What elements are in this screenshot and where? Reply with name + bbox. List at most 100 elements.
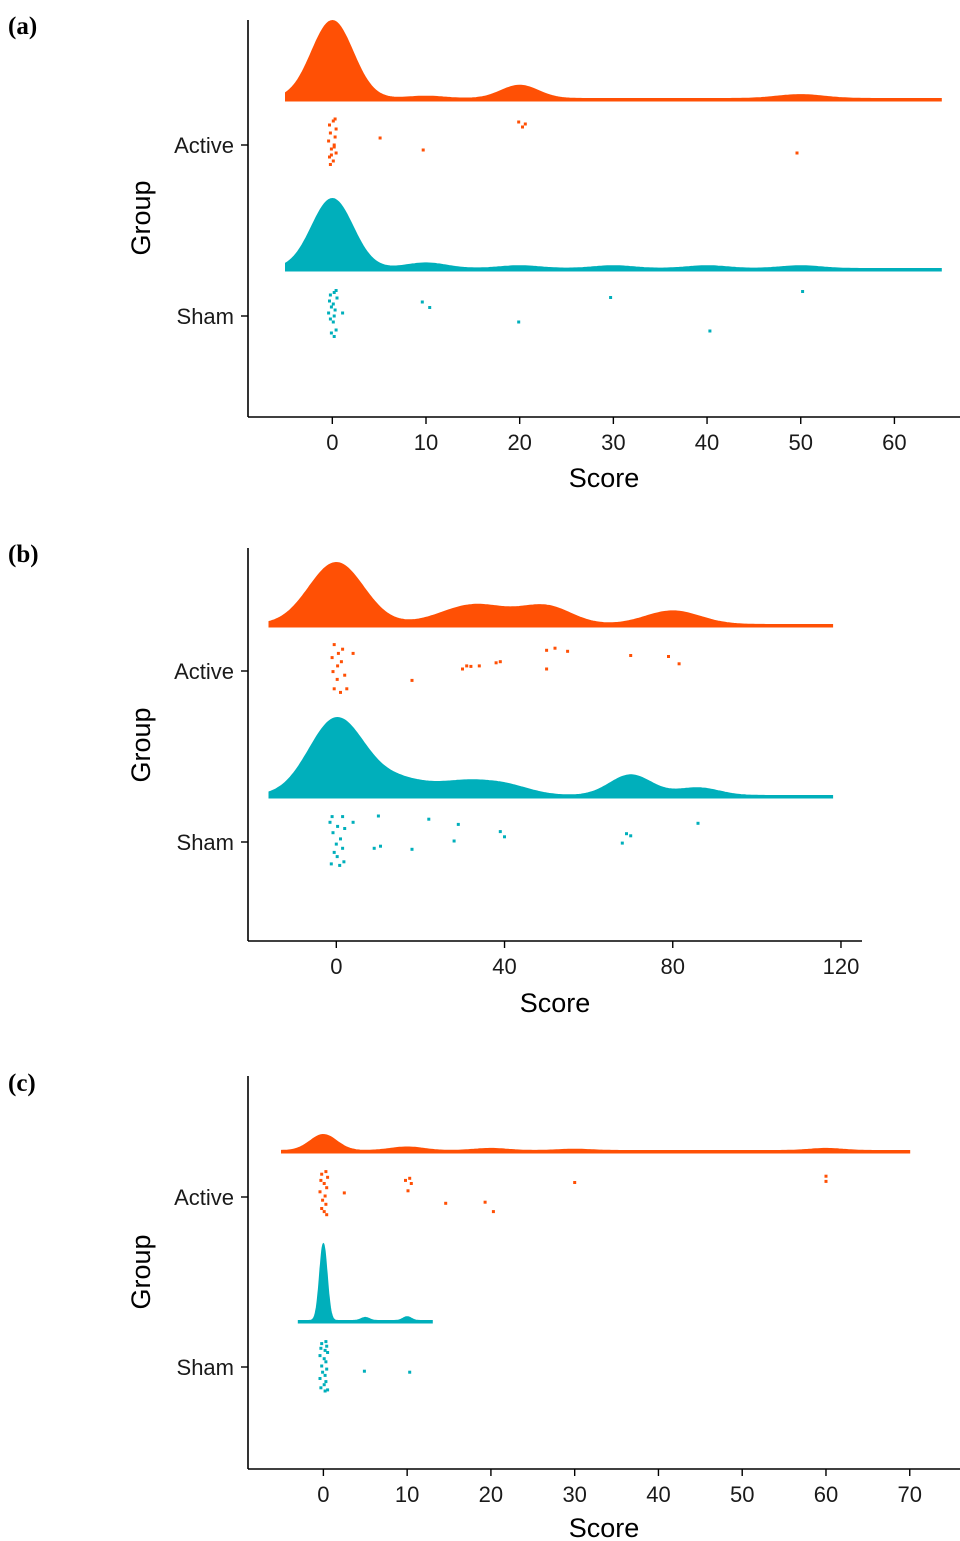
data-point-sham [323,1348,327,1352]
data-point-active [824,1174,828,1178]
data-point-active [521,125,524,129]
data-point-sham [339,837,342,841]
data-point-active [351,651,355,655]
x-tick-label: 0 [317,1482,329,1507]
data-point-active [545,648,549,652]
x-tick-label: 20 [479,1482,503,1507]
data-point-active [320,1207,324,1210]
density-sham [285,197,942,272]
data-point-sham [341,815,345,819]
data-point-active [331,119,335,123]
data-point-active [320,1172,324,1176]
data-point-active [545,667,549,671]
data-point-sham [332,335,336,338]
data-point-active [318,1190,322,1194]
data-point-sham [410,847,414,851]
data-point-sham [338,863,342,867]
x-tick-label: 0 [326,430,338,455]
data-point-sham [696,821,700,825]
data-point-active [334,151,338,155]
data-point-active [573,1181,577,1184]
data-point-sham [332,291,336,294]
data-point-sham [335,296,339,300]
x-tick-label: 10 [395,1482,419,1507]
data-point-active [339,660,343,664]
panel-label: (c) [8,1070,36,1097]
data-point-active [328,163,332,166]
data-point-active [322,1210,326,1214]
data-point-active [328,155,331,159]
x-tick-label: 50 [730,1482,754,1507]
x-tick-label: 40 [646,1482,670,1507]
data-point-active [667,655,670,658]
data-point-active [325,1213,329,1217]
data-point-sham [331,831,335,835]
data-point-active [324,1202,328,1206]
data-point-sham [318,1377,322,1380]
data-point-active [331,670,335,674]
data-point-sham [372,846,376,850]
data-point-active [477,664,481,668]
data-point-active [328,123,331,127]
data-point-active [341,647,345,651]
data-point-active [345,687,349,691]
data-point-active [566,649,570,653]
data-point-sham [456,822,460,826]
data-point-sham [408,1370,412,1374]
data-point-sham [332,850,336,854]
data-point-sham [329,305,333,309]
chart-panel-0: (a) 0 10 20 30 40 50 60 Score Group Active Sham [8,13,960,493]
x-tick-label: 120 [823,954,860,979]
data-point-active [329,153,333,157]
y-axis-title: Group [126,1234,156,1309]
data-point-sham [328,293,332,297]
data-point-active [469,664,473,668]
data-point-sham [326,1351,330,1354]
data-point-active [331,159,335,163]
data-point-sham [336,824,340,828]
data-point-sham [351,820,355,824]
data-point-active [325,1186,329,1190]
data-point-active [336,664,340,668]
data-point-sham [379,844,382,848]
data-point-sham [333,308,337,312]
density-active [285,19,942,102]
x-tick-label: 60 [814,1482,838,1507]
data-point-active [677,662,681,666]
data-point-sham [322,1357,326,1361]
data-point-active [327,139,331,143]
data-point-sham [328,820,332,824]
data-point-sham [376,814,380,818]
x-tick-label: 30 [562,1482,586,1507]
data-point-sham [801,290,805,293]
data-point-sham [427,817,431,821]
x-tick-label: 40 [492,954,516,979]
data-point-active [824,1179,828,1183]
data-point-active [343,673,347,677]
data-point-active [553,646,557,650]
data-point-active [421,148,425,152]
data-point-active [408,1176,412,1180]
data-point-sham [332,314,336,318]
data-point-sham [326,1388,330,1392]
data-point-active [378,136,382,140]
data-point-active [404,1178,407,1182]
data-point-sham [341,311,345,315]
data-point-active [335,677,339,681]
data-point-sham [362,1369,366,1373]
x-tick-label: 60 [882,430,906,455]
data-point-sham [343,827,347,830]
data-point-sham [331,320,335,324]
data-point-sham [328,299,331,303]
data-point-sham [420,300,424,304]
x-tick-label: 70 [897,1482,921,1507]
data-point-sham [320,1342,324,1346]
x-axis-title: Score [520,988,591,1018]
data-point-sham [334,328,338,332]
data-point-sham [321,1370,325,1374]
data-point-sham [335,855,339,859]
data-point-sham [609,296,613,299]
panel-label: (a) [8,13,37,40]
data-point-sham [327,311,331,315]
